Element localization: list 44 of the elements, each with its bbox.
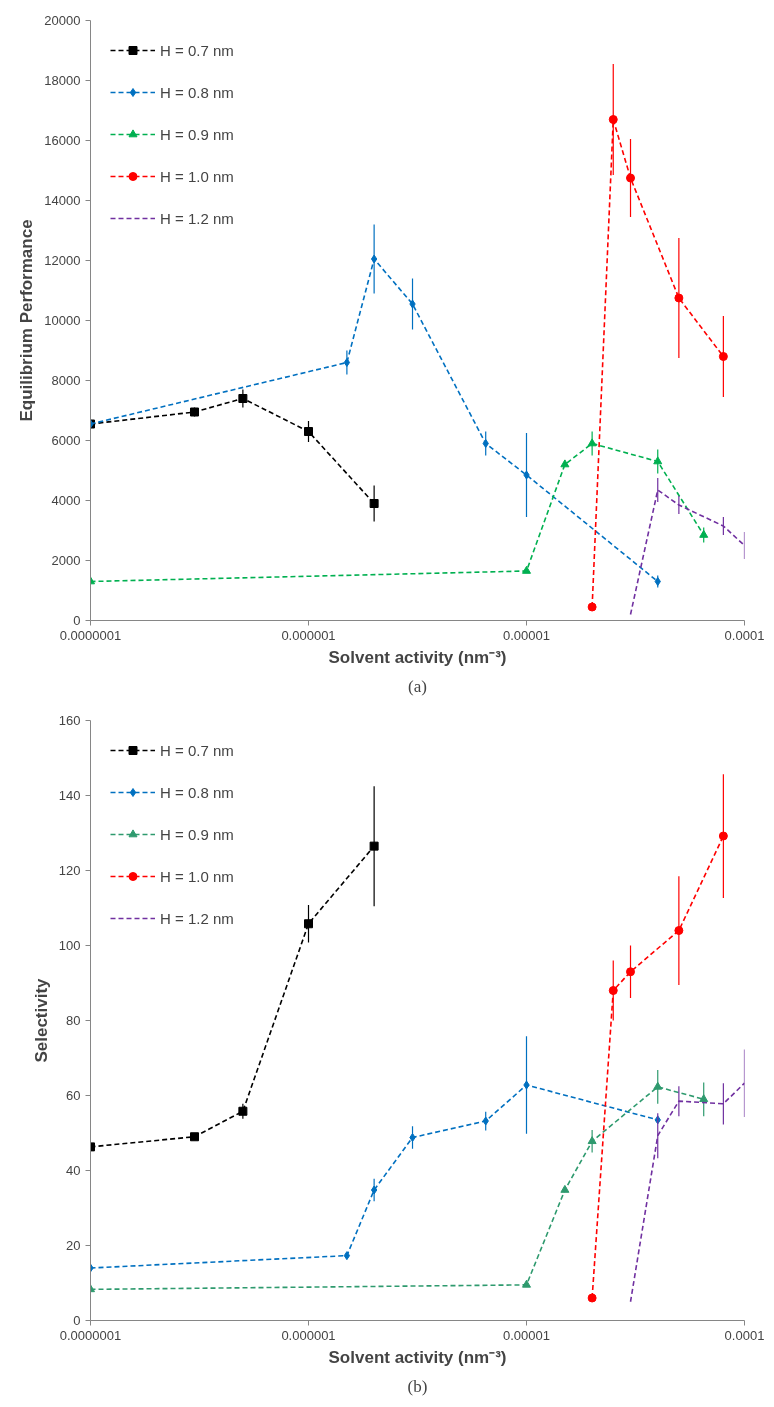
x-tick-label: 0.0000001: [59, 1327, 122, 1343]
y-tick-label: 4000: [51, 493, 81, 508]
y-tick-label: 10000: [44, 313, 81, 328]
y-tick-label: 20000: [44, 13, 81, 28]
text: (a): [408, 676, 427, 696]
x-tick-label: 0.000001: [281, 627, 336, 643]
x-tick-label: 0.000001: [281, 1327, 336, 1343]
text: (b): [407, 1376, 428, 1396]
x-axis-title: Solvent activity (nm⁻³): [328, 647, 507, 667]
y-axis-title: Equilibrium Performance: [17, 219, 37, 422]
y-tick-label: 20: [66, 1238, 81, 1253]
x-tick-label: 0.00001: [503, 627, 550, 643]
legend-label: H = 1.2 nm: [160, 209, 234, 227]
y-tick-label: 14000: [44, 193, 81, 208]
legend-label: H = 0.9 nm: [160, 825, 234, 843]
legend-label: H = 0.8 nm: [160, 783, 234, 801]
y-tick-label: 40: [66, 1163, 81, 1178]
x-tick-label: 0.00001: [503, 1327, 550, 1343]
x-tick-label: 0.0001: [724, 627, 765, 643]
legend-label: H = 0.8 nm: [160, 83, 234, 101]
legend-label: H = 0.9 nm: [160, 125, 234, 143]
y-tick-label: 60: [66, 1088, 81, 1103]
y-tick-label: 8000: [51, 373, 81, 388]
legend-label: H = 0.7 nm: [160, 741, 234, 759]
y-tick-label: 6000: [51, 433, 81, 448]
y-tick-label: 120: [58, 863, 81, 878]
x-axis-title: Solvent activity (nm⁻³): [328, 1347, 507, 1367]
y-tick-label: 0: [73, 613, 81, 628]
y-tick-label: 100: [58, 938, 81, 953]
legend-label: H = 1.0 nm: [160, 867, 234, 885]
y-tick-label: 80: [66, 1013, 81, 1028]
y-axis-title: Selectivity: [31, 977, 51, 1063]
y-tick-label: 12000: [44, 253, 81, 268]
y-tick-label: 0: [73, 1313, 81, 1328]
x-tick-label: 0.0001: [724, 1327, 765, 1343]
y-tick-label: 18000: [44, 73, 81, 88]
y-tick-label: 16000: [44, 133, 81, 148]
legend-label: H = 1.0 nm: [160, 167, 234, 185]
y-tick-label: 160: [58, 713, 81, 728]
x-tick-label: 0.0000001: [59, 627, 122, 643]
legend-label: H = 0.7 nm: [160, 41, 234, 59]
y-tick-label: 2000: [51, 553, 81, 568]
y-tick-label: 140: [58, 788, 81, 803]
legend-label: H = 1.2 nm: [160, 909, 234, 927]
